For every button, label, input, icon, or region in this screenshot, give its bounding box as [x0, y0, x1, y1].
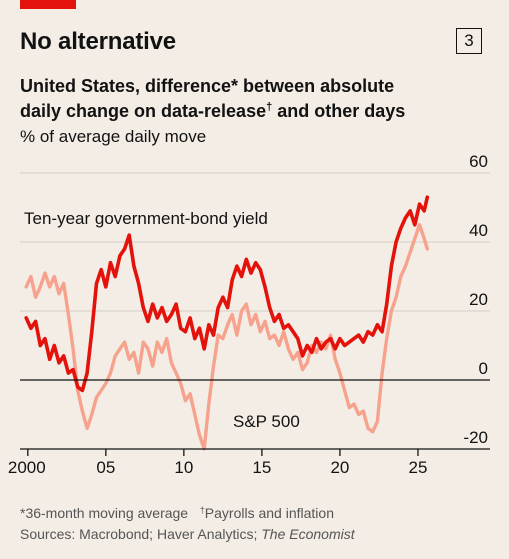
x-tick-label-4: 20	[330, 458, 349, 477]
subtitle-line-1: United States, difference* between absol…	[20, 76, 395, 96]
footnote-payrolls: Payrolls and inflation	[204, 505, 334, 521]
unit-label: % of average daily move	[20, 127, 207, 146]
sources-publication: The Economist	[261, 526, 355, 542]
series-line-sp500	[24, 223, 429, 451]
y-tick-label-2: 20	[469, 290, 488, 309]
y-tick-label-4: 60	[469, 152, 488, 171]
x-tick-label-1: 05	[96, 458, 115, 477]
sources-text: Sources: Macrobond; Haver Analytics;	[20, 526, 262, 542]
footnote-dagger: †	[199, 505, 205, 515]
x-tick-label-3: 15	[252, 458, 271, 477]
x-tick-label-2: 10	[174, 458, 193, 477]
series-line-bond-yield	[24, 195, 430, 393]
series-layer	[24, 195, 430, 451]
x-tick-label-5: 25	[408, 458, 427, 477]
y-tick-label-1: 0	[479, 359, 488, 378]
accent-bar	[20, 0, 76, 9]
subtitle-line-2: daily change on data-release	[20, 101, 267, 121]
label-layer: Ten-year government-bond yield S&P 500	[24, 209, 300, 431]
footnote: *36-month moving average †Payrolls and i…	[20, 505, 334, 521]
axis-layer: -20 0 20 40 60 2000 05 10 15 20 25	[8, 152, 490, 477]
subtitle-line-2-end: and other days	[272, 101, 406, 121]
footnote-moving-average: *36-month moving average	[20, 505, 189, 521]
series-label-sp500: S&P 500	[233, 412, 300, 431]
chart-title: No alternative	[20, 28, 176, 55]
y-tick-label-3: 40	[469, 221, 488, 240]
y-tick-label-0: -20	[463, 428, 488, 447]
line-chart: Ten-year government-bond yield S&P 500 -2…	[8, 152, 490, 477]
subtitle-dagger: †	[266, 101, 273, 113]
series-label-bond-yield: Ten-year government-bond yield	[24, 209, 268, 228]
chart-subtitle: United States, difference* between absol…	[20, 74, 500, 124]
chart-number-badge: 3	[456, 28, 482, 54]
x-tick-label-0: 2000	[8, 458, 46, 477]
sources: Sources: Macrobond; Haver Analytics; The…	[20, 526, 355, 542]
